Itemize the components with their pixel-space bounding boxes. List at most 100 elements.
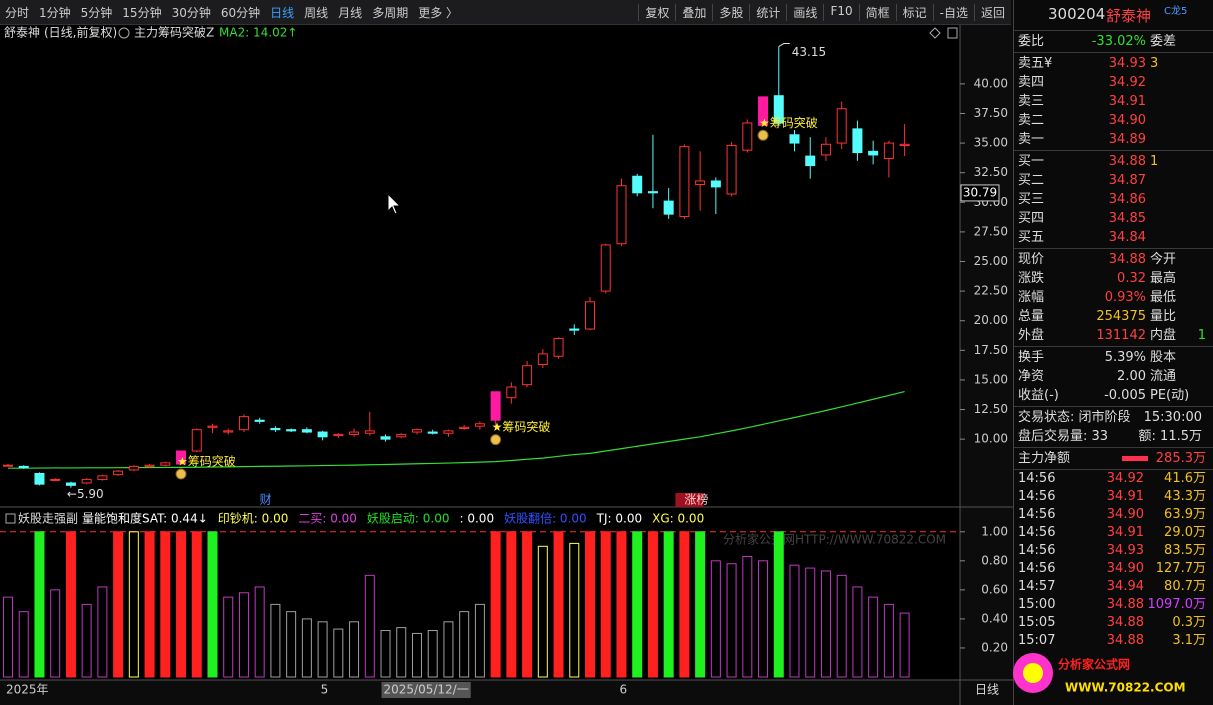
icon[interactable] [947, 27, 958, 39]
quote-cell: 换手 [1018, 350, 1045, 365]
icon[interactable] [929, 27, 941, 39]
quote-cell: 34.93 [1106, 543, 1144, 558]
bar [81, 603, 92, 678]
candle-body [81, 478, 92, 484]
quote-row: 卖二 34.90 [1014, 111, 1213, 130]
tool-button[interactable]: 复权 [638, 3, 675, 21]
quote-row: 收益(-) -0.005 PE(动) [1014, 386, 1213, 405]
y-tick-label: 15.00 [974, 372, 1008, 386]
period-tab[interactable]: 1分钟 [39, 5, 71, 20]
period-tab[interactable]: 周线 [304, 5, 329, 20]
quote-cell: 34.93 [1108, 56, 1146, 71]
tool-button[interactable]: -自选 [932, 3, 974, 21]
bar [176, 531, 187, 678]
indicator-name: 主力筹码突破Z [134, 25, 214, 40]
bar [286, 611, 297, 678]
bar [396, 627, 407, 678]
quote-cell: 买五 [1018, 230, 1045, 245]
candle-body [647, 191, 658, 194]
candle-body [443, 430, 454, 434]
date-label: 5 [321, 683, 329, 697]
bar [50, 589, 61, 678]
bar [380, 630, 391, 678]
quote-cell: 34.88 [1108, 252, 1146, 267]
ticks: 14:56 34.92 41.6万 14:56 34.91 43.3万 14:56 34.90… [1014, 470, 1213, 650]
bar [600, 531, 611, 678]
period-tab[interactable]: 60分钟 [220, 5, 261, 20]
candle-body [899, 143, 910, 146]
period-tab[interactable]: 多周期 [372, 5, 409, 20]
weibi: 委比 -33.02% 委差 [1014, 31, 1213, 53]
y-tick-label: 1.00 [981, 524, 1008, 538]
quote-cell: 2.00 [1117, 369, 1146, 384]
y-tick-label: 37.50 [974, 106, 1008, 120]
tool-button[interactable]: 返回 [973, 3, 1011, 21]
quote-cell: 买三 [1018, 192, 1045, 207]
bar [710, 560, 721, 678]
bar [868, 596, 879, 678]
icon[interactable] [5, 513, 16, 524]
quote-cell: 34.90 [1106, 561, 1144, 576]
candle-body [459, 426, 470, 429]
candle-body [18, 465, 29, 469]
bar [191, 531, 202, 678]
y-tick-label: 12.50 [974, 402, 1008, 416]
quote-row: 14:56 34.90 63.9万 [1014, 506, 1213, 524]
bar [34, 531, 45, 678]
quote-cell: 卖五¥ [1018, 56, 1053, 71]
cursor-price: 30.79 [963, 185, 997, 199]
tool-button[interactable]: 简框 [858, 3, 896, 21]
quote-row: 15:05 34.88 0.3万 [1014, 614, 1213, 632]
quote-cell: 131142 [1096, 328, 1146, 343]
period-tab[interactable]: 分时 [5, 5, 30, 20]
event-bg [675, 493, 704, 507]
bar [3, 596, 13, 678]
tool-button[interactable]: 标记 [895, 3, 933, 21]
period-tab[interactable]: 更多 〉 [418, 5, 459, 20]
tool-button[interactable]: 画线 [786, 3, 823, 21]
quote-row: 换手 5.39% 股本 [1014, 348, 1213, 367]
period-tab[interactable]: 5分钟 [80, 5, 113, 20]
period-tab[interactable]: 30分钟 [171, 5, 211, 20]
quote-row: 委比 -33.02% 委差 [1014, 32, 1213, 51]
candle-body [758, 96, 769, 126]
quote-cell: 34.88 [1108, 154, 1146, 169]
quote-cell: 34.88 [1106, 597, 1144, 612]
quote-row: 买三 34.86 [1014, 190, 1213, 209]
bar [18, 611, 29, 678]
period-tab[interactable]: 15分钟 [122, 5, 162, 20]
signal-label: ★筹码突破 [759, 115, 818, 130]
quote-cell: -33.02% [1091, 34, 1146, 49]
bar [773, 531, 784, 678]
bar [270, 603, 281, 678]
candle-body [333, 433, 344, 437]
quote-cell: 涨幅 [1018, 290, 1045, 305]
quote-cell: 卖三 [1018, 94, 1045, 109]
candle-body [270, 427, 281, 431]
quote-cell: 净资 [1018, 369, 1045, 384]
quote-row: 净资 2.00 流通 [1014, 367, 1213, 386]
candle-body [805, 155, 816, 167]
quote-cell: 14:56 [1018, 525, 1056, 540]
tool-button[interactable]: 多股 [712, 3, 749, 21]
stats2: 换手 5.39% 股本 净资 2.00 流通 收益(-) -0.005 PE(动) [1014, 347, 1213, 407]
quote-row: 交易状态: 闭市阶段 15:30:00 [1014, 408, 1213, 427]
tool-button[interactable]: 叠加 [675, 3, 712, 21]
bar [65, 531, 76, 678]
candle-body [710, 180, 721, 188]
bar [459, 611, 470, 678]
tool-button[interactable]: 统计 [749, 3, 786, 21]
bar [899, 612, 910, 678]
icon[interactable] [118, 27, 130, 39]
quote-cell: 5.39% [1104, 350, 1146, 365]
bar [647, 531, 658, 678]
main-net: 主力净额 285.3万 [1014, 448, 1213, 470]
asks: 卖五¥ 34.93 3 卖四 34.92 卖三 34.91 卖二 34.90 卖一 34.89 [1014, 53, 1213, 151]
quote-cell: 外盘 [1018, 328, 1045, 343]
tool-button[interactable]: F10 [823, 3, 858, 21]
period-tab[interactable]: 月线 [338, 5, 363, 20]
quote-cell: 127.7万 [1155, 561, 1206, 576]
period-tab[interactable]: 日线 [270, 5, 295, 20]
quote-row: 14:56 34.93 83.5万 [1014, 542, 1213, 560]
